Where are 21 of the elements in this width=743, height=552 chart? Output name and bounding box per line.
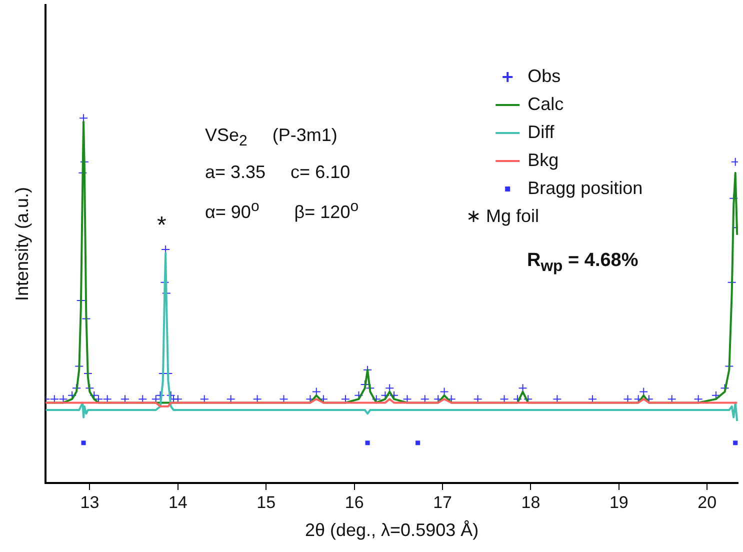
x-tick-label: 14 [168, 492, 188, 512]
text: α= 90$^{o}$ β= 120$^{o}$ [205, 198, 359, 222]
text: VSe$_{2}$ (P-3m1) [205, 125, 338, 150]
annotation: a= 3.35 c= 6.10 [205, 162, 350, 183]
legend-label: Bkg [528, 150, 559, 170]
legend-label: Bragg position [528, 178, 643, 198]
y-axis-title: Intensity (a.u.) [12, 186, 32, 302]
annotation: * [157, 212, 166, 240]
x-axis-title: 2θ (deg., λ=0.5903 Å) [304, 520, 479, 540]
x-tick-label: 18 [521, 492, 540, 512]
x-tick-label: 19 [609, 492, 628, 512]
x-tick-label: 15 [256, 492, 276, 512]
annotation: ∗ Mg foil [466, 205, 540, 227]
x-tick-label: 16 [344, 492, 364, 512]
x-tick-label: 13 [80, 492, 100, 512]
legend-label: Calc [528, 94, 564, 114]
legend-label: Obs [528, 66, 561, 86]
annotation: R$_{wp}$ = 4.68% [527, 250, 638, 276]
x-tick-label: 20 [698, 492, 717, 512]
legend-label: Diff [528, 122, 556, 142]
x-tick-label: 17 [433, 492, 452, 512]
